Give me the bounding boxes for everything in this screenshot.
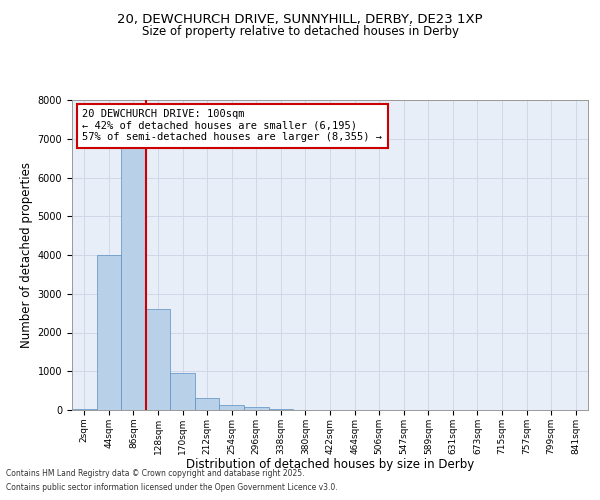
Text: 20, DEWCHURCH DRIVE, SUNNYHILL, DERBY, DE23 1XP: 20, DEWCHURCH DRIVE, SUNNYHILL, DERBY, D… <box>117 12 483 26</box>
Bar <box>220 406 244 410</box>
Bar <box>195 398 220 410</box>
Bar <box>269 409 293 410</box>
Text: Contains HM Land Registry data © Crown copyright and database right 2025.: Contains HM Land Registry data © Crown c… <box>6 468 305 477</box>
Bar <box>244 407 269 410</box>
Text: Size of property relative to detached houses in Derby: Size of property relative to detached ho… <box>142 25 458 38</box>
Bar <box>146 309 170 410</box>
Bar <box>72 409 97 410</box>
Bar <box>121 120 146 410</box>
Y-axis label: Number of detached properties: Number of detached properties <box>20 162 34 348</box>
Text: Contains public sector information licensed under the Open Government Licence v3: Contains public sector information licen… <box>6 484 338 492</box>
Text: 20 DEWCHURCH DRIVE: 100sqm
← 42% of detached houses are smaller (6,195)
57% of s: 20 DEWCHURCH DRIVE: 100sqm ← 42% of deta… <box>82 110 382 142</box>
X-axis label: Distribution of detached houses by size in Derby: Distribution of detached houses by size … <box>186 458 474 471</box>
Bar <box>97 255 121 410</box>
Bar <box>170 373 195 410</box>
